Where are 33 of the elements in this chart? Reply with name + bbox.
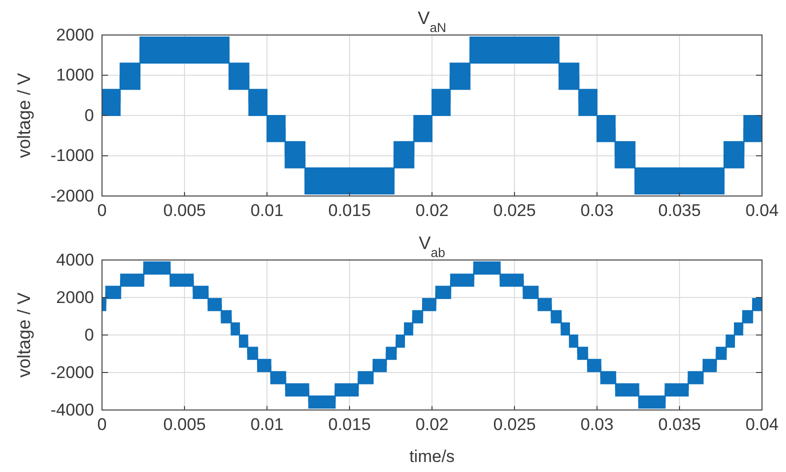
x-tick-label: 0.01	[250, 201, 284, 220]
x-tick-label: 0.005	[163, 415, 206, 434]
x-tick-label: 0.02	[415, 201, 449, 220]
y-tick-label: 2000	[56, 288, 94, 307]
x-tick-label: 0	[97, 415, 107, 434]
x-axis-title: time/s	[409, 447, 455, 466]
chart-title: V$_{ab}$	[418, 233, 446, 260]
y-axis-title: voltage / V	[14, 292, 34, 378]
y-tick-label: 4000	[56, 250, 94, 270]
x-tick-label: 0	[97, 201, 107, 220]
y-tick-label: -2000	[50, 186, 94, 206]
x-tick-label: 0.03	[580, 201, 614, 220]
x-tick-label: 0.04	[745, 415, 779, 434]
chart-title: V$_{aN}$	[418, 8, 446, 34]
y-tick-label: 1000	[56, 66, 94, 85]
x-tick-label: 0.015	[328, 415, 371, 434]
y-tick-label: -4000	[50, 400, 94, 420]
x-tick-label: 0.025	[493, 415, 536, 434]
x-tick-label: 0.01	[250, 415, 284, 434]
x-tick-label: 0.035	[658, 415, 701, 434]
x-tick-label: 0.03	[580, 415, 614, 434]
x-tick-label: 0.015	[328, 201, 371, 220]
y-axis-title: voltage / V	[14, 72, 34, 158]
x-tick-label: 0.02	[415, 415, 449, 434]
y-tick-label: 2000	[56, 25, 94, 44]
y-tick-label: 0	[84, 106, 94, 125]
x-tick-label: 0.035	[658, 201, 701, 220]
y-tick-label: -1000	[50, 146, 94, 166]
y-tick-label: 0	[84, 325, 94, 344]
x-tick-label: 0.04	[745, 201, 779, 220]
x-tick-label: 0.005	[163, 201, 206, 220]
x-tick-label: 0.025	[493, 201, 536, 220]
y-tick-label: -2000	[50, 362, 94, 382]
